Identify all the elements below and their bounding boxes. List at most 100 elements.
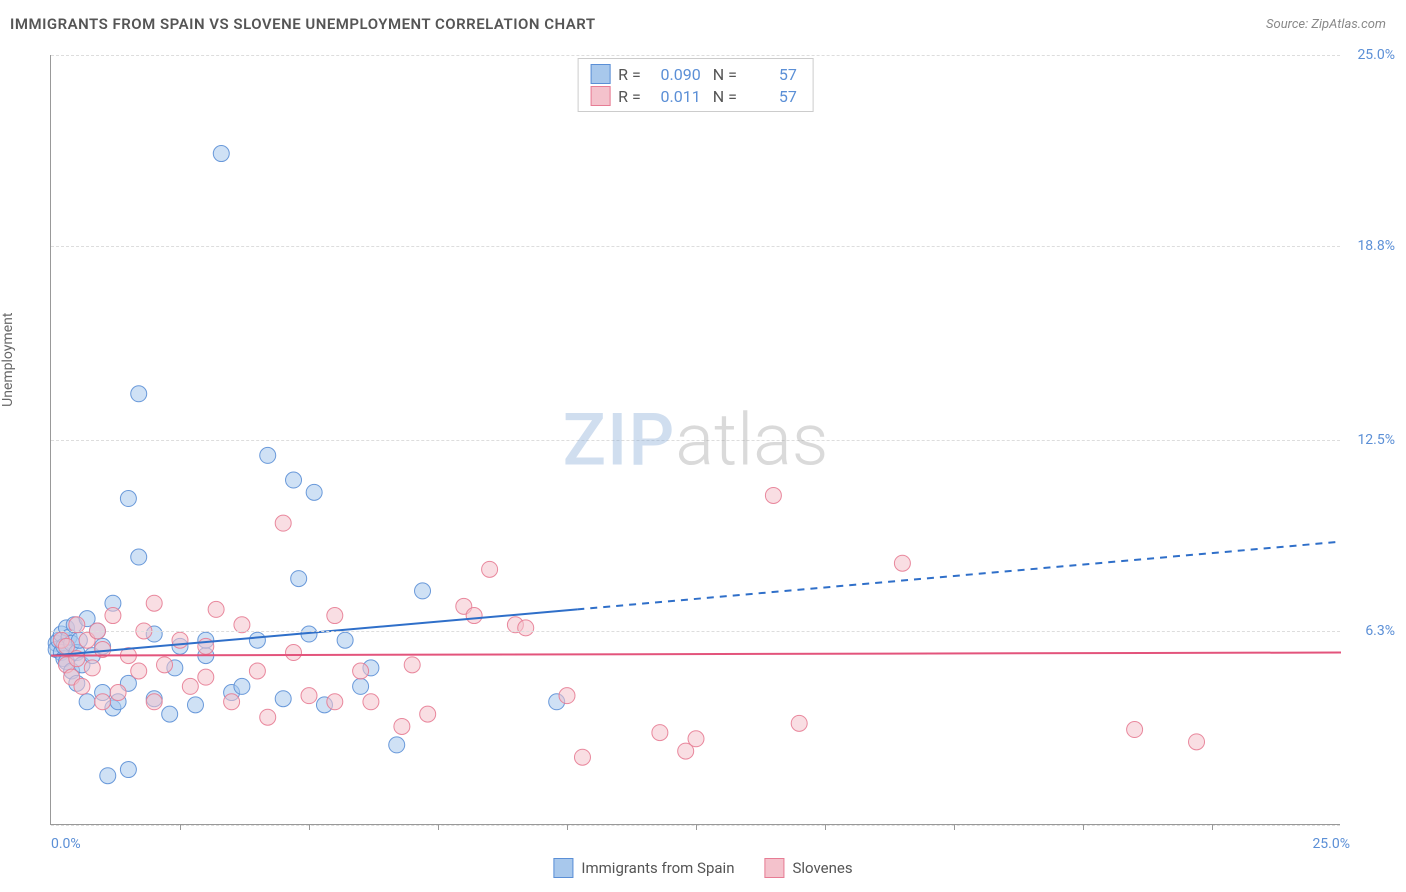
data-point — [420, 706, 436, 722]
data-point — [337, 632, 353, 648]
legend-swatch-spain — [590, 64, 610, 84]
legend-item-spain: Immigrants from Spain — [553, 858, 734, 878]
data-point — [404, 657, 420, 673]
data-point — [353, 678, 369, 694]
y-tick-label: 6.3% — [1365, 623, 1395, 639]
gridline — [51, 55, 1340, 56]
data-point — [353, 663, 369, 679]
legend-row-slovene: R = 0.011 N = 57 — [590, 85, 801, 107]
x-tick-mark — [180, 824, 181, 830]
data-point — [415, 583, 431, 599]
data-point — [301, 688, 317, 704]
trend-line — [51, 609, 577, 655]
data-point — [1189, 734, 1205, 750]
data-point — [652, 725, 668, 741]
data-point — [110, 685, 126, 701]
data-point — [249, 663, 265, 679]
y-axis-label: Unemployment — [0, 313, 16, 407]
data-point — [84, 660, 100, 676]
x-tick-mark — [309, 824, 310, 830]
source-label: Source: ZipAtlas.com — [1266, 17, 1386, 32]
x-tick-mark — [1083, 824, 1084, 830]
data-point — [260, 447, 276, 463]
data-point — [74, 678, 90, 694]
data-point — [1127, 722, 1143, 738]
data-point — [791, 715, 807, 731]
data-point — [559, 688, 575, 704]
legend-swatch-spain-bottom — [553, 858, 573, 878]
data-point — [286, 472, 302, 488]
r-value-spain: 0.090 — [653, 65, 701, 84]
data-point — [187, 697, 203, 713]
data-point — [518, 620, 534, 636]
data-point — [234, 678, 250, 694]
data-point — [146, 694, 162, 710]
data-point — [162, 706, 178, 722]
x-tick-mark — [954, 824, 955, 830]
x-tick-mark — [1212, 824, 1213, 830]
y-tick-label: 25.0% — [1357, 47, 1395, 63]
data-point — [95, 694, 111, 710]
n-value-slovene: 57 — [749, 87, 797, 106]
data-point — [131, 663, 147, 679]
chart-title: IMMIGRANTS FROM SPAIN VS SLOVENE UNEMPLO… — [10, 15, 596, 33]
data-point — [131, 549, 147, 565]
data-point — [120, 762, 136, 778]
trend-line — [51, 653, 1341, 656]
plot-area: ZIPatlas R = 0.090 N = 57 R = 0.011 N = … — [50, 55, 1340, 825]
n-label: N = — [713, 87, 737, 106]
data-point — [275, 691, 291, 707]
data-point — [146, 595, 162, 611]
y-tick-label: 12.5% — [1357, 432, 1395, 448]
legend-label-spain: Immigrants from Spain — [581, 859, 734, 877]
data-point — [249, 632, 265, 648]
data-point — [389, 737, 405, 753]
data-point — [327, 608, 343, 624]
legend-label-slovene: Slovenes — [792, 859, 852, 877]
x-tick-mark — [438, 824, 439, 830]
data-point — [79, 694, 95, 710]
legend-swatch-slovene — [590, 86, 610, 106]
data-point — [120, 491, 136, 507]
x-tick-mark — [696, 824, 697, 830]
data-point — [260, 709, 276, 725]
r-label: R = — [618, 87, 641, 106]
r-label: R = — [618, 65, 641, 84]
data-point — [466, 608, 482, 624]
data-point — [275, 515, 291, 531]
gridline — [51, 246, 1340, 247]
data-point — [131, 386, 147, 402]
data-point — [286, 645, 302, 661]
gridline — [51, 440, 1340, 441]
n-value-spain: 57 — [749, 65, 797, 84]
data-point — [224, 694, 240, 710]
data-point — [100, 768, 116, 784]
data-point — [213, 146, 229, 162]
data-point — [327, 694, 343, 710]
data-point — [574, 749, 590, 765]
r-value-slovene: 0.011 — [653, 87, 701, 106]
data-point — [894, 555, 910, 571]
data-point — [394, 718, 410, 734]
data-point — [208, 601, 224, 617]
x-tick-mark — [825, 824, 826, 830]
data-point — [198, 669, 214, 685]
gridline — [51, 631, 1340, 632]
data-point — [105, 608, 121, 624]
n-label: N = — [713, 65, 737, 84]
legend-swatch-slovene-bottom — [764, 858, 784, 878]
correlation-legend: R = 0.090 N = 57 R = 0.011 N = 57 — [577, 58, 814, 112]
data-point — [765, 487, 781, 503]
x-tick-0: 0.0% — [51, 836, 81, 852]
data-point — [363, 694, 379, 710]
legend-row-spain: R = 0.090 N = 57 — [590, 63, 801, 85]
data-point — [157, 657, 173, 673]
data-point — [291, 571, 307, 587]
data-point — [482, 561, 498, 577]
legend-item-slovene: Slovenes — [764, 858, 852, 878]
data-point — [172, 632, 188, 648]
series-legend: Immigrants from Spain Slovenes — [553, 858, 852, 878]
data-point — [306, 484, 322, 500]
data-point — [182, 678, 198, 694]
x-tick-25: 25.0% — [1312, 836, 1350, 852]
